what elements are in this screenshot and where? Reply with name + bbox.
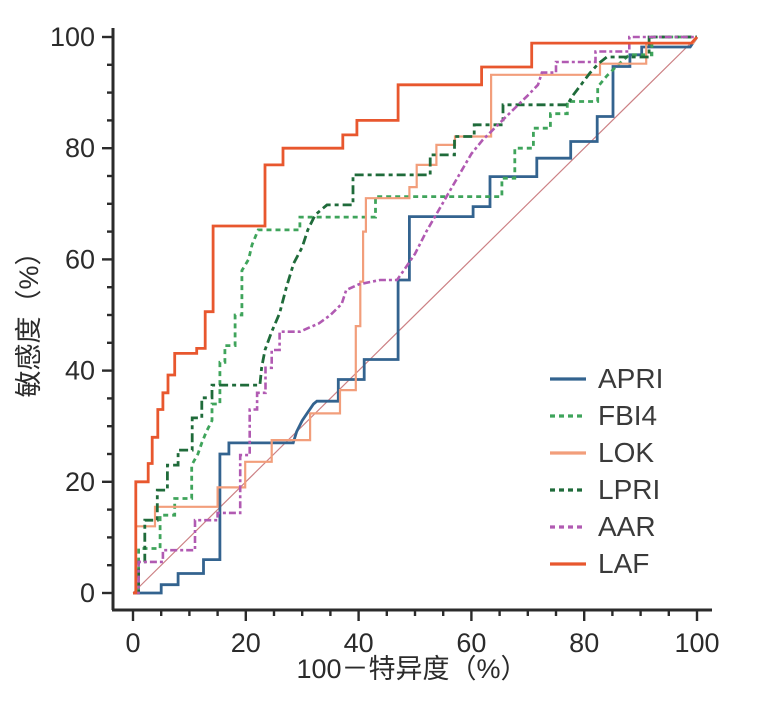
y-tick-label-20: 20 [65,467,95,497]
y-tick-label-40: 40 [65,356,95,386]
roc-curve-apri [133,36,699,595]
x-tick-label-80: 80 [569,628,599,658]
tick-label-layer: 0 20 40 60 80 100 0 20 40 60 80 100 [50,22,720,658]
y-tick-label-100: 100 [50,22,95,52]
legend-item-aar: AAR [550,511,656,542]
roc-curve-laf [133,36,699,595]
x-tick-label-20: 20 [231,628,261,658]
legend-item-apri: APRI [550,363,663,394]
legend: APRI FBI4 LOK LPRI AAR LAF [550,363,663,579]
legend-label-lok: LOK [598,437,654,468]
roc-curves-layer [132,35,699,595]
roc-curve-lok [133,36,698,595]
legend-label-apri: APRI [598,363,663,394]
legend-label-fbi4: FBI4 [598,400,657,431]
roc-curve-lpri [133,35,697,595]
x-tick-label-40: 40 [344,628,374,658]
y-tick-label-0: 0 [80,578,95,608]
roc-curve-fbi4 [133,35,697,595]
legend-item-lpri: LPRI [550,474,660,505]
y-axis-label: 敏感度（%） [14,238,44,397]
legend-item-lok: LOK [550,437,654,468]
legend-label-aar: AAR [598,511,656,542]
legend-item-laf: LAF [550,548,649,579]
y-tick-label-60: 60 [65,244,95,274]
chance-diagonal [132,36,698,594]
x-tick-label-100: 100 [674,628,719,658]
legend-label-lpri: LPRI [598,474,660,505]
legend-item-fbi4: FBI4 [550,400,657,431]
roc-curve-aar [133,35,697,595]
axes-layer [102,28,712,621]
x-axis-label: 100－特异度（%） [296,654,527,684]
x-tick-label-60: 60 [456,628,486,658]
legend-label-laf: LAF [598,548,649,579]
y-tick-label-80: 80 [65,133,95,163]
x-tick-label-0: 0 [125,628,140,658]
